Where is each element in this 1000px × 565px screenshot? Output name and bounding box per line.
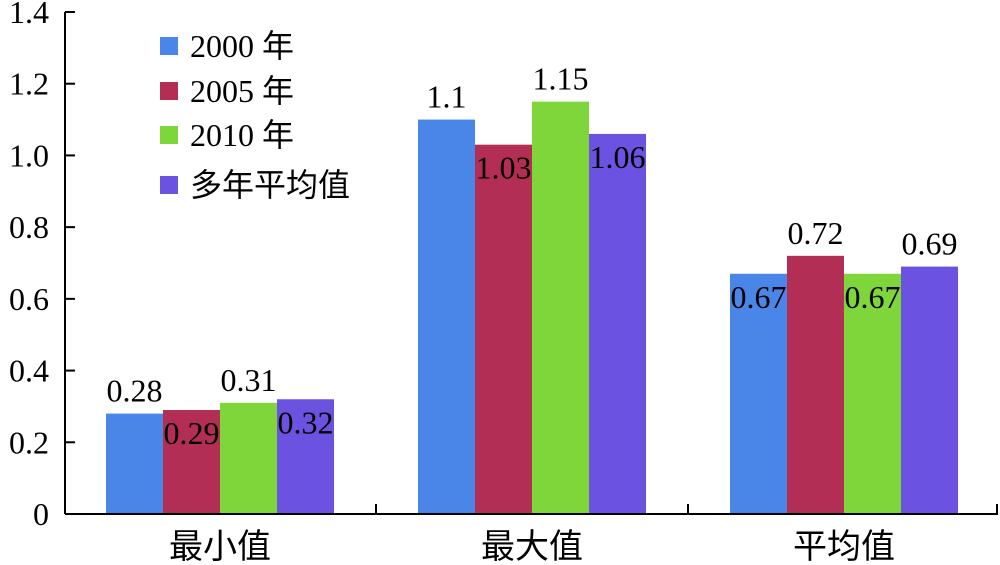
data-label: 1.1	[427, 79, 467, 115]
x-category-label: 最大值	[481, 528, 583, 565]
legend-label: 2000 年	[190, 28, 294, 64]
bars-group	[106, 101, 958, 515]
data-label: 1.03	[476, 150, 532, 186]
legend-label: 2005 年	[190, 73, 294, 109]
legend-swatch	[160, 82, 178, 100]
legend-swatch	[160, 37, 178, 55]
data-label: 0.67	[731, 279, 787, 315]
bar	[163, 410, 220, 514]
data-labels-group: 0.28 1.1 0.67 0.29 1.03 0.72 0.31 1.15 0.67 0.32 1…	[107, 61, 958, 451]
y-tick-label: 0	[33, 496, 49, 532]
x-category-label: 最小值	[169, 528, 271, 565]
axes-group: 0 0.2 0.4 0.6 0.8 1.0 1.2 1.4 最小值 最大值 平均值	[9, 0, 998, 565]
bar	[589, 133, 646, 514]
data-label: 0.32	[278, 404, 334, 440]
bar	[532, 101, 589, 515]
y-tick-label: 0.6	[9, 281, 49, 317]
legend-label: 多年平均值	[190, 167, 350, 203]
bar	[730, 273, 787, 514]
data-label: 0.28	[107, 373, 163, 409]
y-tick-label: 0.2	[9, 424, 49, 460]
data-label: 0.29	[164, 415, 220, 451]
bar	[787, 255, 844, 515]
data-label: 1.15	[533, 61, 589, 97]
y-tick-label: 1.0	[9, 137, 49, 173]
data-label: 0.31	[221, 362, 277, 398]
legend-swatch	[160, 176, 178, 194]
y-tick-label: 1.4	[9, 0, 49, 30]
bar	[901, 266, 958, 514]
bar	[106, 413, 163, 514]
legend-swatch	[160, 126, 178, 144]
bar	[220, 402, 277, 514]
bar	[844, 273, 901, 514]
bar	[475, 144, 532, 514]
x-category-label: 平均值	[793, 528, 895, 565]
y-tick-label: 0.4	[9, 353, 49, 389]
bar	[418, 119, 475, 515]
data-label: 0.72	[788, 215, 844, 251]
data-label: 0.69	[902, 226, 958, 262]
legend-label: 2010 年	[190, 117, 294, 153]
data-label: 1.06	[590, 139, 646, 175]
y-tick-label: 0.8	[9, 209, 49, 245]
bar	[277, 399, 334, 514]
y-tick-label: 1.2	[9, 66, 49, 102]
data-label: 0.67	[845, 279, 901, 315]
